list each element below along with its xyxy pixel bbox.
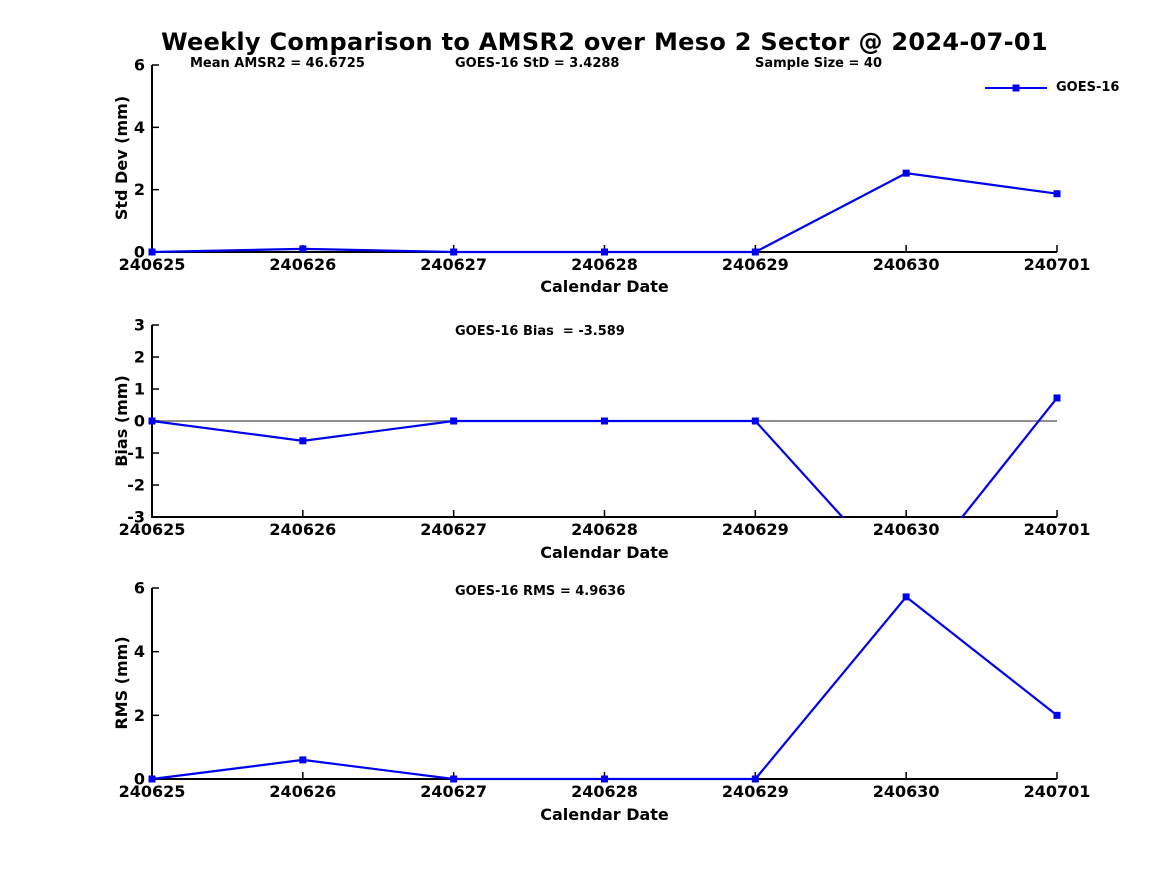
- bias-xtick-label: 240627: [420, 520, 487, 539]
- bias-xtick-label: 240701: [1024, 520, 1091, 539]
- rms-xtick-label: 240625: [119, 782, 186, 801]
- rms-ytick-label: 0: [134, 770, 145, 789]
- legend-label: GOES-16: [1056, 80, 1120, 95]
- legend-line-sample-icon: [985, 84, 1047, 91]
- stddev-xtick-label: 240628: [571, 255, 638, 274]
- stddev-marker: [751, 248, 759, 256]
- bias-ytick-label: -2: [127, 476, 145, 495]
- bias-xtick-label: 240626: [269, 520, 336, 539]
- stddev-ticks: [151, 64, 1058, 253]
- xlabel-stddev: Calendar Date: [540, 277, 669, 296]
- stddev-ytick-label: 0: [134, 243, 145, 262]
- rms-ytick-label: 2: [134, 706, 145, 725]
- bias-marker: [601, 417, 608, 425]
- stddev-marker: [1053, 190, 1061, 198]
- stddev-markers: [148, 169, 1061, 256]
- rms-markers: [148, 593, 1061, 783]
- stddev-ytick-label: 6: [134, 56, 145, 75]
- stddev-series-line: [151, 172, 1058, 254]
- bias-xtick-label: 240628: [571, 520, 638, 539]
- rms-tick-labels: 0 2 4 6 240625 240626 240627 240628 240629 240630…: [119, 579, 1091, 802]
- rms-axes: [151, 588, 1057, 780]
- rms-marker: [751, 775, 759, 783]
- rms-xtick-label: 240630: [873, 782, 940, 801]
- annotation-goes16-bias: GOES-16 Bias = -3.589: [455, 324, 625, 339]
- bias-marker: [450, 417, 458, 425]
- stddev-axes: [151, 65, 1057, 253]
- rms-marker: [450, 775, 458, 783]
- rms-xtick-label: 240627: [420, 782, 487, 801]
- legend: GOES-16: [985, 80, 1119, 95]
- rms-marker: [148, 775, 156, 783]
- bias-ytick-label: 3: [134, 316, 145, 335]
- stddev-marker: [902, 169, 910, 177]
- rms-subplot: 0 2 4 6 240625 240626 240627 240628 240629 240630…: [119, 579, 1091, 802]
- rms-marker: [299, 756, 307, 764]
- stddev-marker: [299, 245, 307, 253]
- bias-ytick-label: 1: [134, 380, 145, 399]
- stddev-xtick-label: 240625: [119, 255, 186, 274]
- bias-marker: [299, 437, 307, 445]
- bias-marker: [1053, 394, 1061, 402]
- bias-subplot: -3 -2 -1 0 1 2 3 240625 240626 240627 240628 240629…: [119, 316, 1091, 540]
- xlabel-bias: Calendar Date: [540, 543, 669, 562]
- rms-xtick-label: 240628: [571, 782, 638, 801]
- bias-ytick-label: 2: [134, 348, 145, 367]
- rms-ticks: [151, 587, 1058, 780]
- rms-xtick-label: 240629: [722, 782, 789, 801]
- bias-xtick-label: 240629: [722, 520, 789, 539]
- page-title: Weekly Comparison to AMSR2 over Meso 2 S…: [161, 28, 1048, 56]
- bias-ytick-label: -1: [127, 444, 145, 463]
- stddev-xtick-label: 240701: [1024, 255, 1091, 274]
- stddev-marker: [601, 248, 608, 256]
- bias-ytick-label: 0: [134, 412, 145, 431]
- stddev-ytick-label: 2: [134, 180, 145, 199]
- stddev-ytick-label: 4: [134, 118, 145, 137]
- stddev-tick-labels: 0 2 4 6 240625 240626 240627 240628 240629 240630…: [119, 56, 1091, 275]
- annotation-goes16-rms: GOES-16 RMS = 4.9636: [455, 584, 626, 599]
- rms-series-line: [151, 595, 1058, 781]
- annotation-goes16-std: GOES-16 StD = 3.4288: [455, 56, 620, 71]
- stddev-xtick-label: 240627: [420, 255, 487, 274]
- ylabel-rms: RMS (mm): [112, 636, 131, 730]
- ylabel-bias: Bias (mm): [112, 375, 131, 467]
- legend-square-marker-icon: [1012, 84, 1020, 91]
- bias-marker: [148, 417, 156, 425]
- stddev-xtick-label: 240630: [873, 255, 940, 274]
- rms-ytick-label: 6: [134, 579, 145, 598]
- stddev-xtick-label: 240629: [722, 255, 789, 274]
- bias-tick-labels: -3 -2 -1 0 1 2 3 240625 240626 240627 240628 240629…: [119, 316, 1091, 540]
- stddev-subplot: 0 2 4 6 240625 240626 240627 240628 240629 240630…: [119, 56, 1091, 275]
- annotation-sample-size: Sample Size = 40: [755, 56, 883, 71]
- rms-ytick-label: 4: [134, 642, 145, 661]
- rms-marker: [902, 593, 910, 601]
- rms-xtick-label: 240626: [269, 782, 336, 801]
- rms-marker: [1053, 711, 1061, 719]
- bias-xtick-label: 240625: [119, 520, 186, 539]
- rms-xtick-label: 240701: [1024, 782, 1091, 801]
- bias-xtick-label: 240630: [873, 520, 940, 539]
- stddev-marker: [148, 248, 156, 256]
- stddev-xtick-label: 240626: [269, 255, 336, 274]
- bias-marker: [751, 417, 759, 425]
- rms-marker: [601, 775, 608, 783]
- ylabel-stddev: Std Dev (mm): [112, 95, 131, 221]
- annotation-mean-amsr2: Mean AMSR2 = 46.6725: [190, 56, 365, 71]
- stddev-marker: [450, 248, 458, 256]
- bias-markers: [148, 394, 1061, 445]
- bias-ytick-label: -3: [127, 508, 145, 527]
- xlabel-rms: Calendar Date: [540, 805, 669, 824]
